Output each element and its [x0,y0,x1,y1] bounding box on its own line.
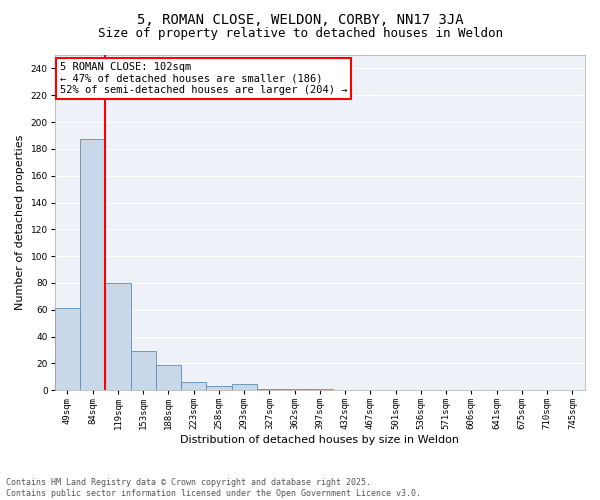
Text: 5 ROMAN CLOSE: 102sqm
← 47% of detached houses are smaller (186)
52% of semi-det: 5 ROMAN CLOSE: 102sqm ← 47% of detached … [60,62,347,95]
Bar [206,386,232,390]
Bar [257,389,282,390]
Bar [181,382,206,390]
X-axis label: Distribution of detached houses by size in Weldon: Distribution of detached houses by size … [181,435,460,445]
Bar [307,389,332,390]
Text: 5, ROMAN CLOSE, WELDON, CORBY, NN17 3JA: 5, ROMAN CLOSE, WELDON, CORBY, NN17 3JA [137,12,463,26]
Bar [232,384,257,390]
Bar [282,389,307,390]
Bar [80,140,105,390]
Y-axis label: Number of detached properties: Number of detached properties [15,135,25,310]
Text: Size of property relative to detached houses in Weldon: Size of property relative to detached ho… [97,28,503,40]
Text: Contains HM Land Registry data © Crown copyright and database right 2025.
Contai: Contains HM Land Registry data © Crown c… [6,478,421,498]
Bar [105,283,131,390]
Bar [55,308,80,390]
Bar [131,352,156,390]
Bar [156,365,181,390]
